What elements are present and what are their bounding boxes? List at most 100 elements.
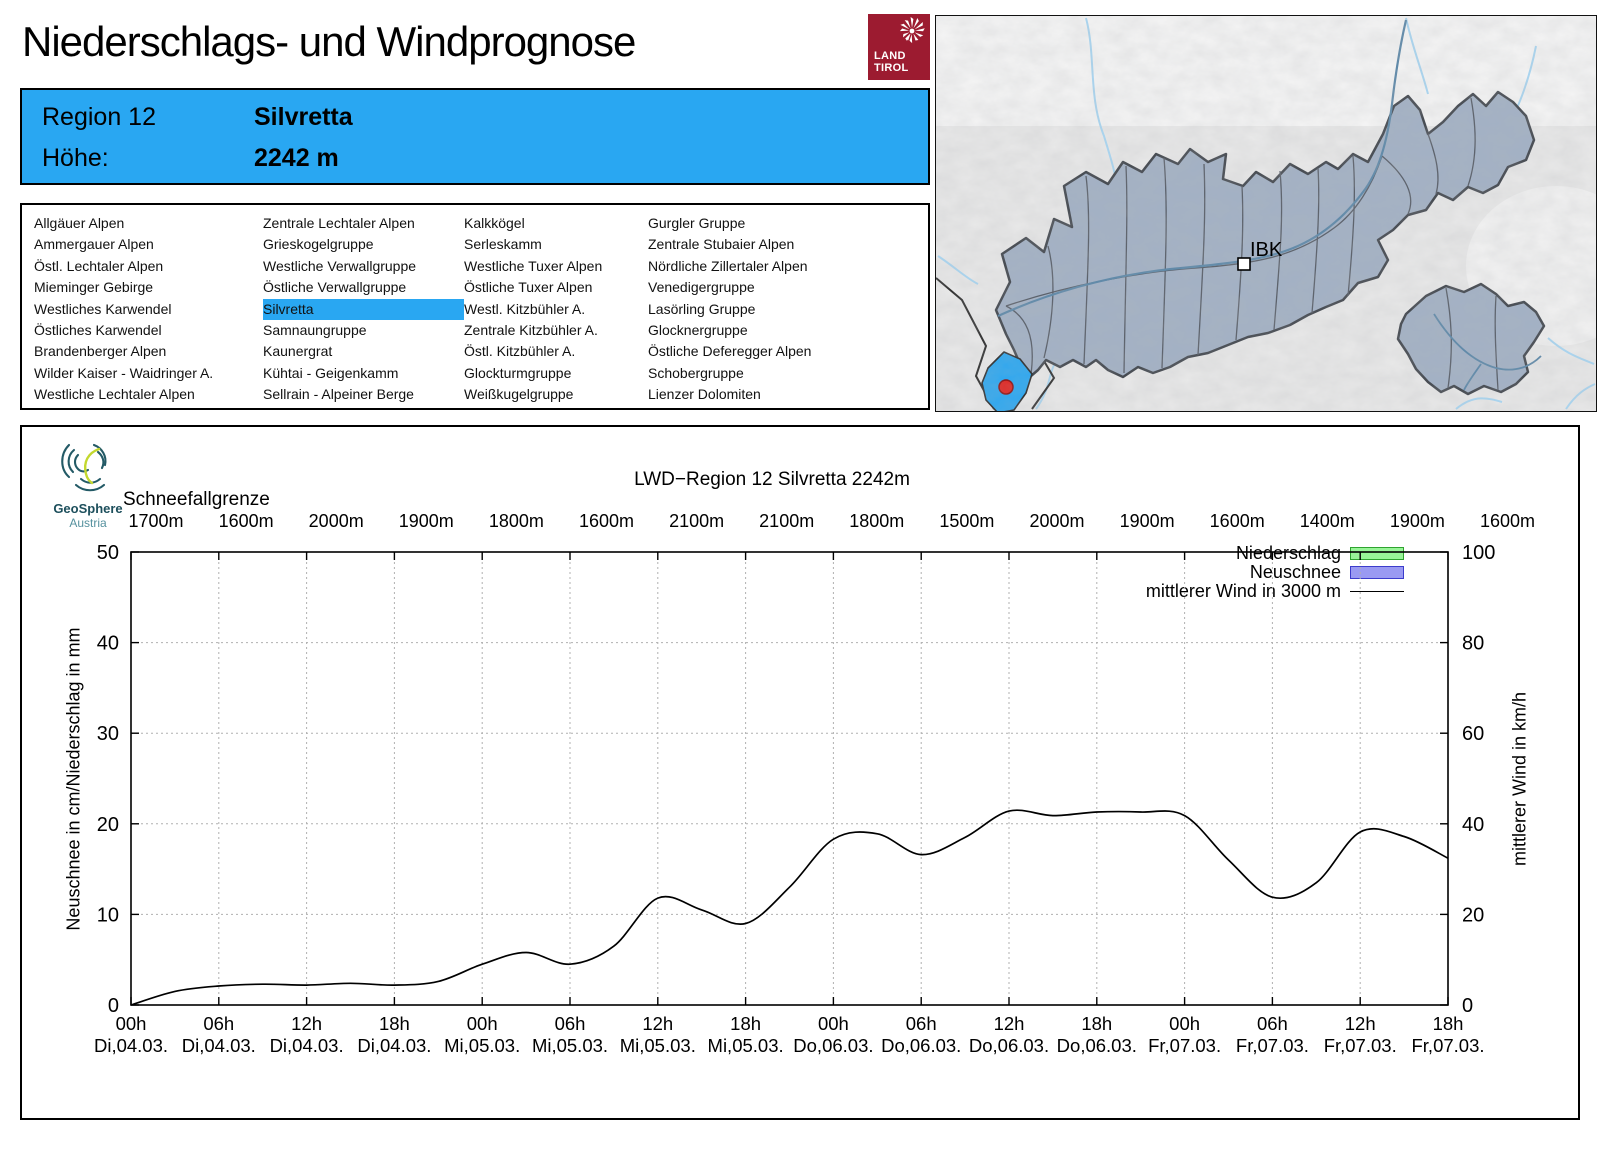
snowline-axis-label: Schneefallgrenze	[123, 489, 270, 510]
x-tick-date-label: Do,06.03.	[881, 1035, 961, 1056]
snowline-label: 1600m	[1210, 511, 1265, 531]
region-list-item[interactable]: Zentrale Lechtaler Alpen	[263, 215, 415, 231]
x-tick-date-label: Mi,05.03.	[708, 1035, 784, 1056]
region-list-item[interactable]: Westliche Verwallgruppe	[263, 257, 417, 274]
region-list-item[interactable]: Lienzer Dolomiten	[648, 386, 761, 403]
snowline-label: 2100m	[759, 511, 814, 531]
region-list-item[interactable]: Ammergauer Alpen	[34, 236, 154, 253]
y-left-tick-label: 20	[97, 814, 119, 836]
region-list-item[interactable]: Grieskogelgruppe	[263, 236, 374, 253]
geosphere-name: GeoSphere	[53, 501, 123, 516]
y-left-tick-label: 50	[97, 542, 119, 564]
region-list-item[interactable]: Westliches Karwendel	[34, 300, 172, 317]
y-right-tick-label: 20	[1462, 904, 1484, 926]
x-tick-hour-label: 06h	[906, 1013, 937, 1034]
y-right-tick-label: 0	[1462, 995, 1473, 1017]
page-title: Niederschlags- und Windprognose	[22, 18, 636, 65]
x-tick-date-label: Di,04.03.	[270, 1035, 344, 1056]
region-list-item[interactable]: Östliche Verwallgruppe	[263, 279, 407, 296]
snowline-label: 1900m	[399, 511, 454, 531]
snowline-label: 1900m	[1390, 511, 1445, 531]
legend-row-wind: mittlerer Wind in 3000 m	[882, 581, 1404, 601]
region-list-item[interactable]: Kaunergrat	[263, 343, 333, 360]
region-list-item[interactable]: Venedigergruppe	[648, 279, 755, 296]
region-list-item[interactable]: Mieminger Gebirge	[34, 279, 154, 296]
y-left-tick-label: 10	[97, 904, 119, 926]
x-tick-date-label: Mi,05.03.	[620, 1035, 696, 1056]
geosphere-logo: GeoSphere Austria	[40, 443, 136, 530]
region-list-item[interactable]: Westl. Kitzbühler A.	[464, 300, 586, 317]
x-tick-hour-label: 06h	[1257, 1013, 1288, 1034]
x-tick-date-label: Do,06.03.	[969, 1035, 1049, 1056]
region-list-item[interactable]: Zentrale Stubaier Alpen	[648, 236, 795, 253]
snowline-label: 1600m	[579, 511, 634, 531]
region-list-item[interactable]: Allgäuer Alpen	[34, 215, 125, 231]
tirol-map: IBK	[935, 15, 1597, 412]
x-tick-hour-label: 12h	[291, 1013, 322, 1034]
region-selector-box: Allgäuer Alpen Ammergauer Alpen Östl. Lech…	[20, 203, 930, 410]
region-list-item[interactable]: Kalkkögel	[464, 215, 525, 231]
x-tick-hour-label: 12h	[1345, 1013, 1376, 1034]
region-list-item[interactable]: Glocknergruppe	[648, 321, 748, 338]
x-tick-date-label: Fr,07.03.	[1324, 1035, 1397, 1056]
region-list-item[interactable]: Kühtai - Geigenkamm	[263, 364, 399, 381]
region-list-item[interactable]: Schobergruppe	[648, 364, 744, 381]
x-tick-hour-label: 00h	[467, 1013, 498, 1034]
region-value: Silvretta	[254, 103, 353, 131]
snowline-label: 1700m	[128, 511, 183, 531]
x-tick-hour-label: 00h	[818, 1013, 849, 1034]
region-list-item[interactable]: Wilder Kaiser - Waidringer A.	[34, 364, 214, 381]
region-list-item[interactable]: Weißkugelgruppe	[464, 386, 574, 403]
relief-texture	[936, 16, 1596, 411]
x-tick-date-label: Fr,07.03.	[1411, 1035, 1484, 1056]
x-tick-hour-label: 18h	[730, 1013, 761, 1034]
snowline-label: 1500m	[939, 511, 994, 531]
region-list-item[interactable]: Östl. Lechtaler Alpen	[34, 257, 164, 274]
region-list-item[interactable]: Sellrain - Alpeiner Berge	[263, 386, 414, 403]
x-tick-hour-label: 12h	[642, 1013, 673, 1034]
region-list-item[interactable]: Brandenberger Alpen	[34, 343, 167, 360]
wind-line-sample	[1350, 591, 1404, 592]
region-list-item[interactable]: Gurgler Gruppe	[648, 215, 746, 231]
x-tick-hour-label: 18h	[1081, 1013, 1112, 1034]
wind-line	[130, 809, 1449, 1006]
x-tick-hour-label: 06h	[203, 1013, 234, 1034]
region-list-item[interactable]: Lasörling Gruppe	[648, 300, 756, 317]
precipitation-swatch	[1350, 547, 1404, 560]
x-tick-date-label: Do,06.03.	[793, 1035, 873, 1056]
region-list-item[interactable]: Westliche Lechtaler Alpen	[34, 386, 195, 403]
x-tick-date-label: Fr,07.03.	[1148, 1035, 1221, 1056]
region-list-item[interactable]: Östliches Karwendel	[34, 321, 162, 338]
region-list-item[interactable]: Serleskamm	[464, 236, 542, 253]
x-tick-date-label: Mi,05.03.	[532, 1035, 608, 1056]
geosphere-country: Austria	[69, 516, 107, 530]
region-list-item[interactable]: Zentrale Kitzbühler A.	[464, 321, 598, 338]
y-right-tick-label: 40	[1462, 814, 1484, 836]
x-tick-hour-label: 00h	[1169, 1013, 1200, 1034]
region-list: Allgäuer Alpen Ammergauer Alpen Östl. Lech…	[22, 205, 928, 406]
chart-title: LWD−Region 12 Silvretta 2242m	[634, 469, 910, 490]
snowline-label: 1600m	[1480, 511, 1535, 531]
region-list-item[interactable]: Östliche Tuxer Alpen	[464, 279, 593, 296]
x-tick-hour-label: 18h	[1433, 1013, 1464, 1034]
region-list-item[interactable]: Östl. Kitzbühler A.	[464, 343, 576, 360]
land-tirol-logo: LAND TIROL	[868, 14, 930, 80]
region-list-item[interactable]: Östliche Deferegger Alpen	[648, 343, 812, 360]
region-list-item[interactable]: Nördliche Zillertaler Alpen	[648, 257, 808, 274]
region-list-item[interactable]: Silvretta	[263, 298, 464, 320]
new-snow-swatch	[1350, 566, 1404, 579]
region-list-item[interactable]: Glockturmgruppe	[464, 364, 572, 381]
x-tick-hour-label: 00h	[116, 1013, 147, 1034]
snowline-label: 2100m	[669, 511, 724, 531]
region-info-box: Region 12 Silvretta Höhe: 2242 m	[20, 88, 930, 185]
y-left-tick-label: 40	[97, 633, 119, 655]
elevation-label: Höhe:	[42, 144, 109, 172]
tirol-eagle-icon	[899, 17, 925, 44]
snowline-label: 1800m	[849, 511, 904, 531]
snowline-label: 1600m	[219, 511, 274, 531]
x-tick-date-label: Di,04.03.	[94, 1035, 168, 1056]
region-list-item[interactable]: Samnaungruppe	[263, 321, 367, 338]
region-list-item[interactable]: Westliche Tuxer Alpen	[464, 257, 603, 274]
elevation-row: Höhe: 2242 m	[42, 144, 339, 174]
